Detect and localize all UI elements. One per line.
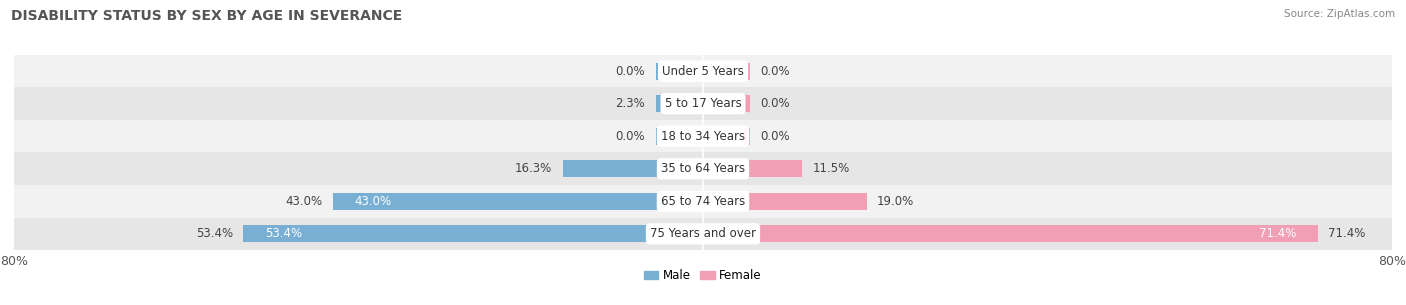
Text: 71.4%: 71.4% bbox=[1329, 227, 1365, 240]
Text: 0.0%: 0.0% bbox=[761, 97, 790, 110]
Text: 0.0%: 0.0% bbox=[761, 130, 790, 143]
Text: 5 to 17 Years: 5 to 17 Years bbox=[665, 97, 741, 110]
Bar bbox=[703, 95, 751, 112]
Text: 43.0%: 43.0% bbox=[354, 195, 391, 208]
Text: 43.0%: 43.0% bbox=[285, 195, 322, 208]
Bar bbox=[14, 217, 1392, 250]
Bar bbox=[703, 225, 1317, 242]
Bar bbox=[703, 193, 866, 210]
Bar bbox=[14, 185, 1392, 217]
Bar bbox=[14, 120, 1392, 152]
Bar bbox=[703, 63, 751, 80]
Bar bbox=[14, 88, 1392, 120]
Bar bbox=[655, 63, 703, 80]
Text: 53.4%: 53.4% bbox=[195, 227, 233, 240]
Legend: Male, Female: Male, Female bbox=[640, 265, 766, 287]
Bar bbox=[703, 128, 751, 145]
Bar bbox=[333, 193, 703, 210]
Text: DISABILITY STATUS BY SEX BY AGE IN SEVERANCE: DISABILITY STATUS BY SEX BY AGE IN SEVER… bbox=[11, 9, 402, 23]
Text: 16.3%: 16.3% bbox=[515, 162, 553, 175]
Text: 0.0%: 0.0% bbox=[761, 65, 790, 78]
Text: Under 5 Years: Under 5 Years bbox=[662, 65, 744, 78]
Text: 65 to 74 Years: 65 to 74 Years bbox=[661, 195, 745, 208]
Text: 53.4%: 53.4% bbox=[264, 227, 302, 240]
Text: 0.0%: 0.0% bbox=[616, 130, 645, 143]
Text: 2.3%: 2.3% bbox=[616, 97, 645, 110]
Bar bbox=[655, 95, 703, 112]
Text: 18 to 34 Years: 18 to 34 Years bbox=[661, 130, 745, 143]
Text: 0.0%: 0.0% bbox=[616, 65, 645, 78]
Text: 71.4%: 71.4% bbox=[1258, 227, 1296, 240]
Text: Source: ZipAtlas.com: Source: ZipAtlas.com bbox=[1284, 9, 1395, 19]
Bar bbox=[14, 152, 1392, 185]
Bar bbox=[703, 160, 801, 177]
Text: 75 Years and over: 75 Years and over bbox=[650, 227, 756, 240]
Text: 35 to 64 Years: 35 to 64 Years bbox=[661, 162, 745, 175]
Bar bbox=[243, 225, 703, 242]
Bar bbox=[562, 160, 703, 177]
Bar bbox=[14, 55, 1392, 88]
Bar bbox=[655, 128, 703, 145]
Text: 11.5%: 11.5% bbox=[813, 162, 849, 175]
Text: 19.0%: 19.0% bbox=[877, 195, 914, 208]
